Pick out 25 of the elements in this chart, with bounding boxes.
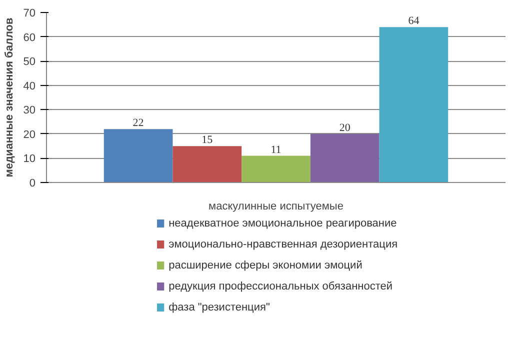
y-tick-label: 10 <box>23 153 36 166</box>
data-label: 15 <box>202 134 214 146</box>
bar <box>104 129 173 182</box>
x-tick-label: маскулинные испытуемые <box>208 200 344 212</box>
y-tick-label: 50 <box>23 56 36 68</box>
y-axis-title: медианные значения баллов <box>3 17 16 178</box>
data-label: 22 <box>132 117 144 130</box>
data-label: 20 <box>339 122 351 134</box>
legend-label: эмоционально-нравственная дезориентация <box>168 238 398 250</box>
y-tick-label: 70 <box>23 8 36 20</box>
legend-label: расширение сферы экономии эмоций <box>168 260 362 272</box>
data-label: 64 <box>408 15 420 28</box>
legend-label: неадекватное эмоциональное реагирование <box>168 218 397 230</box>
bar <box>379 27 448 182</box>
bar <box>172 146 242 182</box>
bar <box>310 134 380 182</box>
y-tick-label: 20 <box>23 128 36 141</box>
data-label: 11 <box>270 144 282 156</box>
legend-label: фаза "резистенция" <box>168 302 270 314</box>
y-tick-label: 30 <box>23 104 36 117</box>
y-tick-label: 0 <box>29 178 36 190</box>
bar <box>242 156 310 182</box>
legend-label: редукция профессиональных обязанностей <box>168 280 393 292</box>
y-tick-label: 60 <box>23 32 36 44</box>
y-tick-label: 40 <box>23 80 36 92</box>
